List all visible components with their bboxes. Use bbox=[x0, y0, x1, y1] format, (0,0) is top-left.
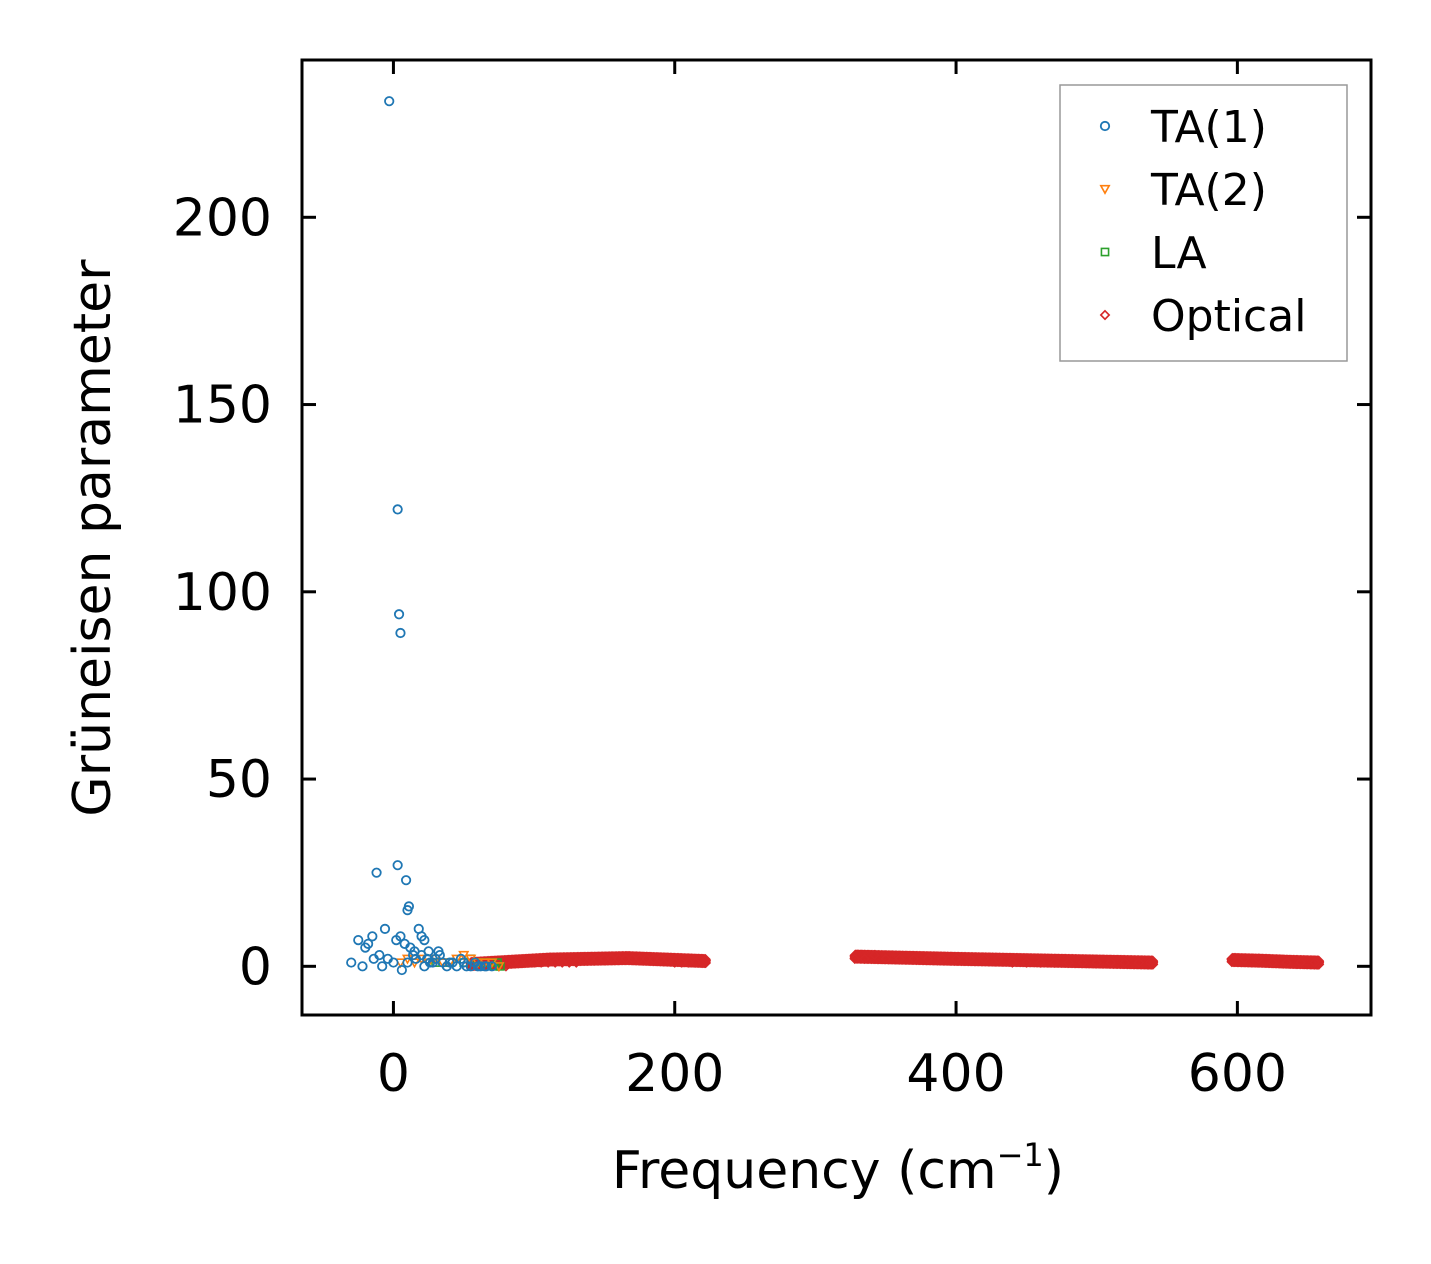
scatter-markers bbox=[346, 96, 1325, 976]
series-optical bbox=[465, 949, 1325, 972]
